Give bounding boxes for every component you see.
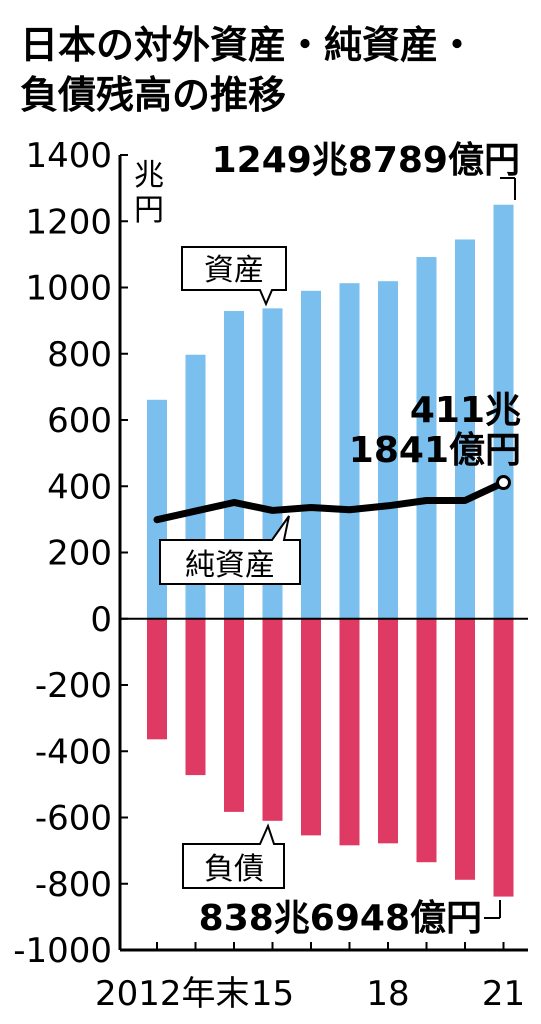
x-axis-tick-marks [156,942,505,950]
liabilities-bar [378,618,398,844]
y-tick-label: 0 [90,600,112,640]
y-tick-label: 1400 [25,136,112,176]
liabilities-bar [455,618,475,880]
x-tick-label: 18 [366,974,409,1014]
assets-total-annotation: 1249兆8789億円 [212,140,520,181]
liabilities-callout-box [182,823,285,889]
x-tick-label: 2012年末 [95,974,250,1014]
y-tick-label: -1000 [13,931,112,971]
x-tick-label: 21 [482,974,525,1014]
assets-bar [378,281,398,619]
liabilities-callout-label: 負債 [204,852,264,887]
unit-label-top: 兆 [134,158,164,193]
y-tick-label: 400 [47,467,112,507]
y-axis-tick-labels: 1400 1200 1000 800 600 400 200 0 -200 -400 -600 -80… [13,136,112,971]
assets-bar [416,257,437,619]
assets-bar [147,399,167,619]
net-assets-callout-label: 純資産 [185,548,275,583]
liabilities-total-annotation: 838兆6948億円 [199,898,482,939]
unit-label-bottom: 円 [134,193,164,228]
liabilities-bar [301,618,321,836]
x-tick-label: 15 [251,974,294,1014]
y-tick-label: 1000 [25,269,112,309]
assets-callout-label: 資産 [204,253,264,288]
liabilities-bar [262,618,283,821]
y-tick-label: -200 [35,666,112,706]
y-tick-label: -400 [35,732,112,772]
assets-bar [455,239,475,619]
chart-title-line1: 日本の対外資産・純資産・ [20,23,476,67]
liabilities-bar [416,618,437,863]
net-assets-value-line2: 1841億円 [349,430,521,471]
liabilities-bar [185,618,206,776]
y-tick-label: -600 [35,799,112,839]
y-tick-label: -800 [35,865,112,905]
assets-callout-box [181,246,287,307]
y-tick-label: 1200 [25,202,112,242]
liabilities-bar [339,618,360,846]
net-assets-end-point [496,475,511,491]
net-assets-callout-box [159,515,301,585]
assets-bar [301,290,321,619]
y-axis-tick-marks [120,154,128,951]
assets-bar [339,283,360,619]
x-axis-tick-labels: 2012年末 15 18 21 [95,974,525,1014]
bars-group [147,204,514,897]
net-assets-line [153,479,507,524]
liabilities-bar [147,618,167,740]
assets-bar [493,204,514,619]
liabilities-bar [224,618,244,812]
liabilities-bar [493,618,514,897]
chart-title-line2: 負債残高の推移 [20,73,286,117]
y-tick-label: 800 [47,335,112,375]
net-assets-value-line1: 411兆 [410,390,521,431]
y-tick-label: 600 [47,401,112,441]
y-tick-label: 200 [47,534,112,574]
